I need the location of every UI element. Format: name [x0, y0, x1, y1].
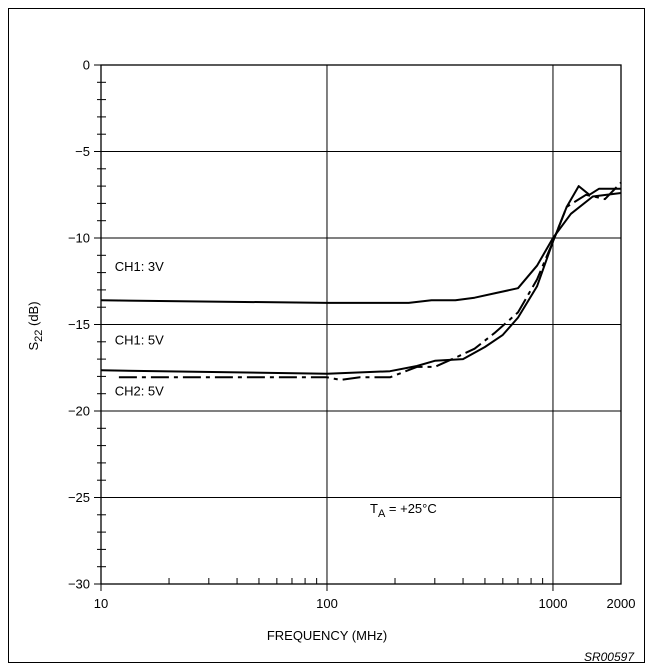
x-axis-title: FREQUENCY (MHz) — [267, 628, 387, 643]
temperature-label-subscript: A — [378, 508, 386, 520]
y-axis-title: S22 (dB) — [26, 301, 45, 350]
x-tick-label: 2000 — [607, 596, 636, 611]
plot-area-border — [100, 64, 622, 585]
series-line-3 — [118, 181, 622, 381]
temperature-label: TA = +25°C — [370, 501, 437, 520]
y-tick-label: −15 — [68, 317, 90, 332]
y-axis-title-main: S — [26, 342, 41, 351]
y-tick-label: −5 — [75, 144, 90, 159]
y-tick-label: 0 — [83, 58, 90, 73]
temperature-label-main: T — [370, 501, 378, 516]
y-tick-label: −30 — [68, 577, 90, 592]
x-tick-label: 10 — [94, 596, 108, 611]
curve-label-3: CH2: 5V — [115, 383, 164, 398]
series-line-2 — [100, 185, 621, 375]
temperature-label-rest: = +25°C — [385, 501, 436, 516]
x-tick-label: 100 — [316, 596, 338, 611]
y-axis-title-unit: (dB) — [26, 301, 41, 329]
curve-label-1: CH1: 3V — [115, 259, 164, 274]
y-tick-label: −25 — [68, 490, 90, 505]
x-tick-label: 1000 — [539, 596, 568, 611]
figure-code: SR00597 — [584, 650, 635, 664]
curve-label-2: CH1: 5V — [115, 332, 164, 347]
series-line-1 — [100, 192, 622, 304]
y-tick-label: −20 — [68, 404, 90, 419]
y-axis-title-subscript: 22 — [33, 330, 45, 342]
y-tick-label: −10 — [68, 231, 90, 246]
